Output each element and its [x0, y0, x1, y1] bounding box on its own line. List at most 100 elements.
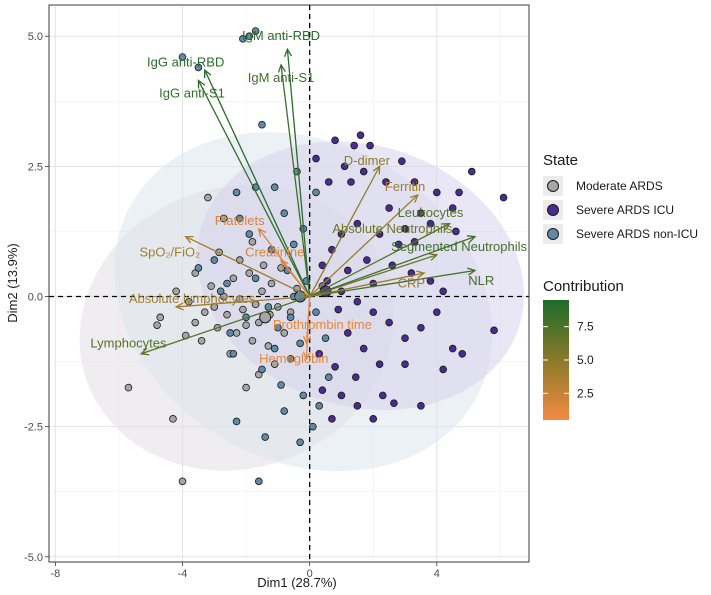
- data-point: [334, 305, 343, 314]
- data-point: [417, 323, 425, 332]
- data-point: [324, 373, 333, 382]
- data-point: [331, 362, 339, 371]
- variable-label: Leukocytes: [398, 205, 464, 220]
- data-point: [220, 214, 228, 223]
- variable-label: Prothrombin time: [273, 317, 372, 332]
- data-point: [226, 329, 234, 337]
- legend-label: Severe ARDS non-ICU: [576, 227, 698, 241]
- arrow-7: [309, 254, 438, 298]
- data-point: [248, 238, 257, 246]
- legend-label: Severe ARDS ICU: [576, 203, 674, 217]
- variable-labels: IgM anti-RBD IgG anti-RBD IgG anti-S1 IgM a…: [90, 28, 527, 366]
- data-point: [378, 391, 387, 400]
- data-point: [347, 178, 355, 186]
- variable-arrows: [139, 47, 477, 361]
- arrowhead-17: [302, 351, 311, 361]
- arrow-10: [309, 272, 425, 298]
- data-point: [270, 360, 279, 368]
- arrowhead-6: [441, 222, 451, 231]
- data-point: [296, 438, 304, 447]
- arrowhead-0: [283, 47, 293, 57]
- data-point: [458, 349, 467, 358]
- data-point: [321, 334, 330, 342]
- arrowhead-12: [280, 258, 289, 269]
- arrow-8: [309, 236, 476, 298]
- data-point: [344, 266, 352, 275]
- data-point: [359, 344, 368, 353]
- ellipse-severe-ards-icu: [197, 141, 524, 410]
- data-point: [312, 188, 320, 197]
- variable-label: Hemoglobin: [259, 351, 328, 366]
- data-point: [390, 399, 398, 408]
- legend-label: Moderate ARDS: [576, 179, 663, 193]
- x-tick-label: 4: [434, 568, 440, 580]
- arrow-3: [280, 64, 311, 297]
- arrowhead-9: [467, 267, 477, 276]
- data-point: [248, 336, 257, 345]
- variable-label: Ferritin: [385, 179, 425, 194]
- data-point: [344, 329, 352, 337]
- y-tick-label: 5.0: [28, 31, 43, 43]
- data-point: [315, 402, 323, 410]
- data-point: [178, 53, 187, 61]
- arrow-4: [309, 166, 381, 297]
- variable-label: Absolute lymphocytes: [129, 291, 256, 306]
- x-tick-label: -4: [178, 568, 188, 580]
- variable-label: IgG anti-S1: [159, 85, 225, 100]
- data-point: [242, 383, 250, 392]
- data-point: [467, 167, 476, 176]
- legend-key-2: [547, 228, 559, 240]
- data-point: [331, 136, 339, 145]
- variable-label: CRP: [398, 276, 425, 291]
- arrow-6: [309, 223, 450, 298]
- data-point: [359, 167, 368, 176]
- data-point: [232, 417, 241, 426]
- arrowhead-1: [203, 68, 212, 79]
- arrow-14: [176, 295, 310, 308]
- arrowhead-14: [174, 302, 184, 311]
- data-point: [267, 279, 276, 288]
- data-point: [124, 383, 133, 392]
- arrowhead-10: [416, 270, 426, 279]
- data-point: [242, 321, 250, 329]
- data-point: [417, 209, 425, 218]
- colorbar-tick-label: 5.0: [577, 353, 594, 367]
- data-point: [264, 342, 273, 350]
- arrow-12: [280, 259, 311, 297]
- data-point: [280, 209, 289, 218]
- data-point: [315, 349, 323, 358]
- legend-contribution: Contribution 7.5 5.0 2.5: [543, 278, 624, 420]
- variable-label: NLR: [468, 273, 494, 288]
- variable-label: IgG anti-RBD: [147, 54, 224, 69]
- data-point: [235, 214, 244, 223]
- data-point: [490, 326, 498, 335]
- reference-lines: [49, 5, 529, 562]
- y-tick-label: 2.5: [28, 161, 43, 173]
- data-point: [245, 269, 254, 277]
- data-point: [433, 188, 441, 197]
- data-point: [394, 240, 403, 249]
- y-tick-label: -2.5: [24, 422, 43, 434]
- data-point: [363, 256, 371, 264]
- data-point: [270, 183, 279, 191]
- data-point: [153, 321, 161, 329]
- data-point: [251, 27, 260, 35]
- data-point: [258, 287, 266, 296]
- data-point: [245, 32, 254, 41]
- data-point: [312, 154, 320, 163]
- data-point: [258, 365, 266, 374]
- data-point: [299, 391, 308, 400]
- data-point: [312, 308, 320, 316]
- data-point: [258, 120, 266, 129]
- data-point: [385, 318, 393, 327]
- arrowhead-2: [197, 79, 206, 89]
- data-point: [156, 313, 165, 322]
- data-point: [375, 360, 384, 368]
- legend-contribution-title: Contribution: [543, 278, 624, 295]
- arrow-17: [305, 296, 311, 360]
- variable-label: IgM anti-S1: [248, 70, 314, 85]
- data-point: [366, 141, 374, 150]
- data-point: [350, 141, 358, 150]
- data-point: [426, 219, 435, 228]
- y-axis-title: Dim2 (13.9%): [5, 243, 20, 322]
